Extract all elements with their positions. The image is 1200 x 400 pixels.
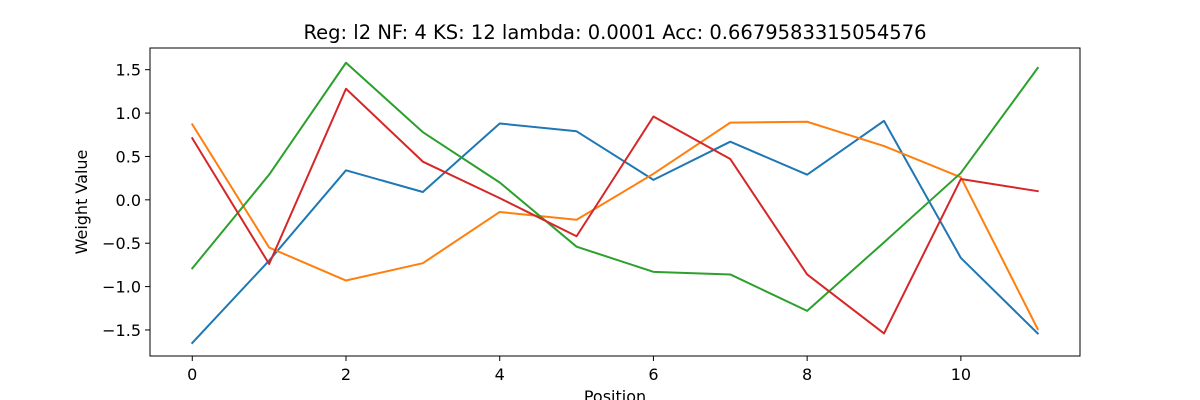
axes-frame <box>149 47 1081 357</box>
x-tick-label: 2 <box>341 365 351 384</box>
y-tick-label: −0.5 <box>102 234 141 253</box>
y-axis: −1.5 −1.0 −0.5 0.0 0.5 1.0 1.5 <box>102 61 150 340</box>
series-line-3 <box>190 61 1040 312</box>
x-tick-label: 0 <box>187 365 197 384</box>
series-line-1 <box>190 119 1040 345</box>
plot-area <box>190 61 1040 345</box>
x-tick-label: 8 <box>802 365 812 384</box>
x-tick-label: 4 <box>495 365 505 384</box>
x-tick-label: 6 <box>648 365 658 384</box>
series-line-4 <box>190 87 1039 335</box>
y-tick-label: 0.0 <box>116 191 141 210</box>
chart-title: Reg: l2 NF: 4 KS: 12 lambda: 0.0001 Acc:… <box>303 21 926 44</box>
y-tick-label: 1.0 <box>116 104 141 123</box>
y-tick-label: 0.5 <box>116 147 141 166</box>
y-tick-label: −1.0 <box>102 278 141 297</box>
x-axis-label: Position <box>584 387 646 400</box>
y-tick-label: 1.5 <box>116 61 141 80</box>
y-tick-label: −1.5 <box>102 321 141 340</box>
x-tick-label: 10 <box>951 365 971 384</box>
series-line-2 <box>190 120 1040 331</box>
y-axis-label: Weight Value <box>72 150 91 255</box>
x-axis: 0 2 4 6 8 10 <box>187 356 971 384</box>
